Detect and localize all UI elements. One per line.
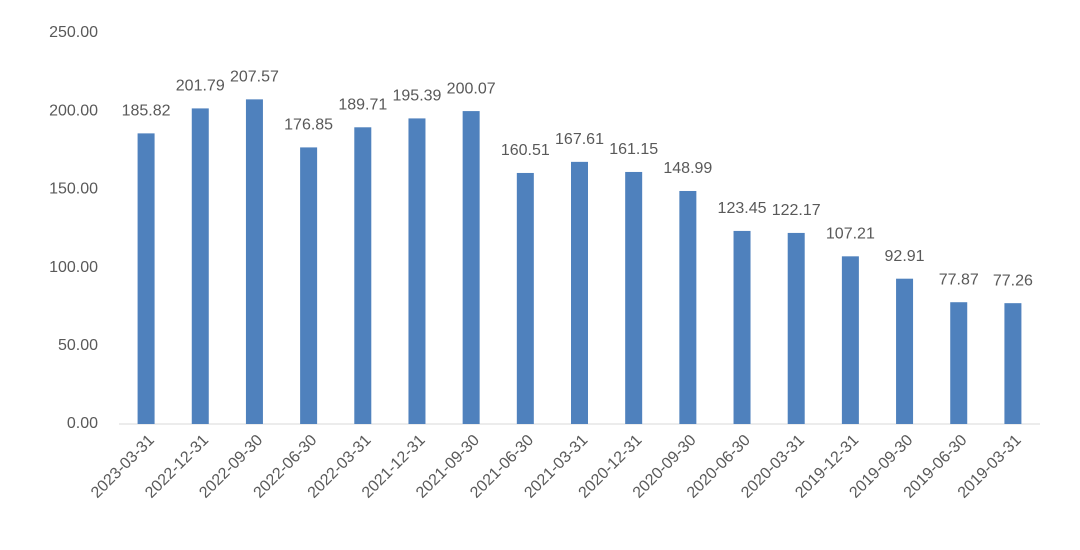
y-tick-label: 100.00 bbox=[49, 259, 98, 276]
bar bbox=[896, 278, 914, 424]
bar bbox=[354, 127, 372, 425]
bar bbox=[408, 118, 426, 425]
bar bbox=[462, 111, 480, 425]
data-label: 200.07 bbox=[447, 80, 496, 97]
bar bbox=[1004, 303, 1022, 424]
data-label: 207.57 bbox=[230, 69, 279, 86]
data-label: 77.87 bbox=[939, 271, 979, 288]
data-label: 189.71 bbox=[338, 97, 387, 114]
data-label: 161.15 bbox=[609, 141, 658, 158]
bar bbox=[787, 232, 805, 424]
data-label: 185.82 bbox=[122, 103, 171, 120]
y-tick-label: 0.00 bbox=[67, 415, 98, 432]
y-tick-label: 250.00 bbox=[49, 24, 98, 41]
y-tick-label: 150.00 bbox=[49, 181, 98, 198]
data-label: 77.26 bbox=[993, 272, 1033, 289]
bar bbox=[245, 99, 263, 424]
bar bbox=[841, 256, 859, 424]
bar bbox=[625, 171, 643, 424]
bar bbox=[191, 108, 209, 424]
bar bbox=[300, 147, 318, 424]
data-label: 123.45 bbox=[718, 200, 767, 217]
data-label: 176.85 bbox=[284, 117, 333, 134]
y-tick-label: 200.00 bbox=[49, 102, 98, 119]
bar bbox=[137, 133, 155, 425]
data-label: 195.39 bbox=[393, 88, 442, 105]
data-label: 160.51 bbox=[501, 142, 550, 159]
y-tick-label: 50.00 bbox=[58, 337, 98, 354]
data-label: 148.99 bbox=[663, 160, 712, 177]
data-label: 107.21 bbox=[826, 226, 875, 243]
data-label: 167.61 bbox=[555, 131, 604, 148]
data-label: 122.17 bbox=[772, 202, 821, 219]
bar bbox=[571, 161, 588, 424]
bar bbox=[733, 230, 751, 424]
bar bbox=[950, 302, 968, 424]
data-label: 201.79 bbox=[176, 78, 225, 95]
data-label: 92.91 bbox=[885, 248, 925, 265]
bar bbox=[679, 190, 697, 424]
bar bbox=[516, 172, 534, 424]
